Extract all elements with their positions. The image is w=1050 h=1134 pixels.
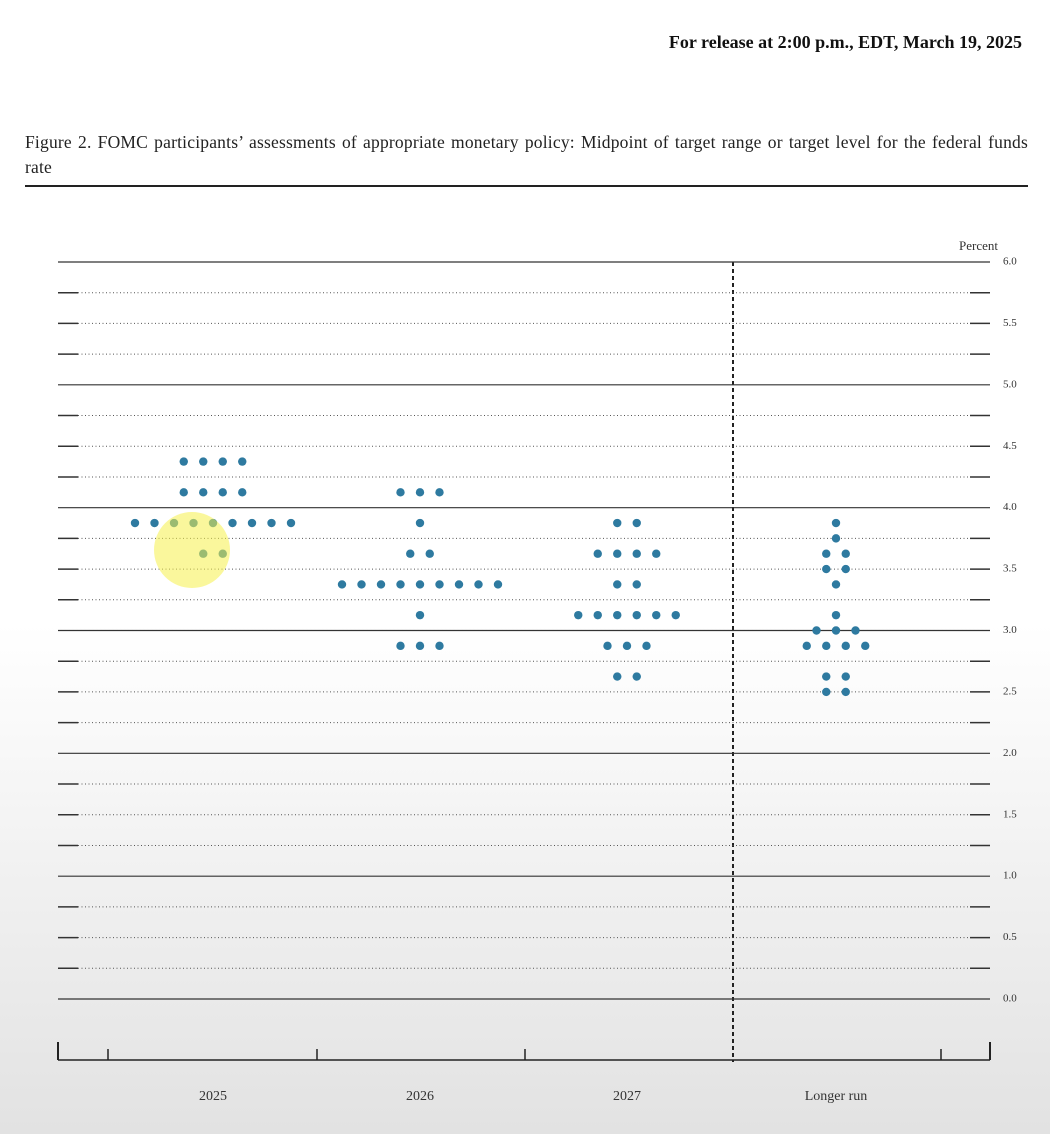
dot <box>622 641 632 651</box>
dot <box>247 518 257 528</box>
dot <box>831 610 841 620</box>
dot <box>841 687 850 697</box>
dot <box>831 534 841 543</box>
dot <box>454 580 464 589</box>
dot <box>642 641 651 651</box>
dot <box>822 687 831 697</box>
dot <box>435 580 444 589</box>
y-axis-label: Percent <box>959 238 998 253</box>
dot <box>841 549 850 558</box>
dot <box>632 580 641 589</box>
dot <box>861 641 870 651</box>
dot <box>822 549 831 558</box>
dot <box>150 518 159 528</box>
dot <box>179 488 188 497</box>
y-tick-label: 2.5 <box>1003 685 1017 697</box>
y-tick-label: 5.5 <box>1003 317 1017 329</box>
dot <box>179 457 188 466</box>
dot <box>603 641 612 651</box>
dot <box>425 549 434 558</box>
cursor-highlight <box>154 512 230 588</box>
dot <box>396 488 405 497</box>
chart-title: Figure 2. FOMC participants’ assessments… <box>25 132 1028 177</box>
dot <box>218 488 227 497</box>
dot <box>593 610 602 620</box>
dot <box>851 626 860 635</box>
dot <box>396 580 405 589</box>
y-tick-label: 1.5 <box>1003 808 1017 820</box>
dot <box>199 457 208 466</box>
title-rule <box>25 185 1028 187</box>
dot <box>396 641 405 651</box>
dot <box>337 580 347 589</box>
dot <box>415 518 425 528</box>
y-tick-label: 4.5 <box>1003 440 1017 452</box>
dot <box>841 641 850 651</box>
dot <box>831 580 841 589</box>
dot <box>831 518 841 528</box>
dot <box>415 610 425 620</box>
x-tick-label: 2025 <box>199 1089 227 1104</box>
dot <box>435 488 444 497</box>
dot <box>802 641 811 651</box>
dot <box>613 672 622 681</box>
y-tick-label: 6.0 <box>1003 256 1017 268</box>
dot <box>238 457 247 466</box>
dot <box>822 564 831 574</box>
dot <box>822 641 831 651</box>
dot <box>415 488 425 497</box>
dot <box>593 549 602 558</box>
dot <box>841 564 850 574</box>
dot <box>267 518 276 528</box>
plot: 0.0 0.5 1.0 1.5 2.0 2.5 3.0 3.5 4.0 4.5 5.0 5.5 6.0 2… <box>58 256 1017 1104</box>
x-tick-label: 2026 <box>406 1089 434 1104</box>
x-tick-label: Longer run <box>805 1089 868 1104</box>
dot <box>238 488 247 497</box>
dot <box>474 580 483 589</box>
dot <box>613 518 622 528</box>
dot <box>632 518 641 528</box>
dot <box>632 610 641 620</box>
dot <box>574 610 583 620</box>
release-header: For release at 2:00 p.m., EDT, March 19,… <box>668 32 1022 52</box>
dot <box>652 610 661 620</box>
dot <box>415 641 425 651</box>
y-tick-label: 1.0 <box>1003 870 1017 882</box>
y-tick-label: 3.0 <box>1003 624 1017 636</box>
dot <box>218 457 227 466</box>
dot <box>286 518 296 528</box>
y-tick-label: 4.0 <box>1003 501 1017 513</box>
y-tick-label: 0.5 <box>1003 931 1017 943</box>
dot <box>376 580 386 589</box>
dot <box>831 626 841 635</box>
dot <box>228 518 237 528</box>
y-tick-label: 5.0 <box>1003 378 1017 390</box>
dot <box>415 580 425 589</box>
dot <box>130 518 140 528</box>
dot <box>435 641 444 651</box>
y-tick-label: 2.0 <box>1003 747 1017 759</box>
dot <box>493 580 503 589</box>
dot <box>613 580 622 589</box>
dot <box>632 672 641 681</box>
dot <box>652 549 661 558</box>
dot <box>613 549 622 558</box>
dot <box>632 549 641 558</box>
dot <box>822 672 831 681</box>
dot <box>613 610 622 620</box>
dot <box>406 549 415 558</box>
x-tick-label: 2027 <box>613 1089 641 1104</box>
y-tick-label: 3.5 <box>1003 563 1017 575</box>
dot <box>357 580 366 589</box>
dot <box>671 610 680 620</box>
y-tick-label: 0.0 <box>1003 993 1017 1005</box>
dot <box>812 626 821 635</box>
dot <box>199 488 208 497</box>
dot <box>841 672 850 681</box>
